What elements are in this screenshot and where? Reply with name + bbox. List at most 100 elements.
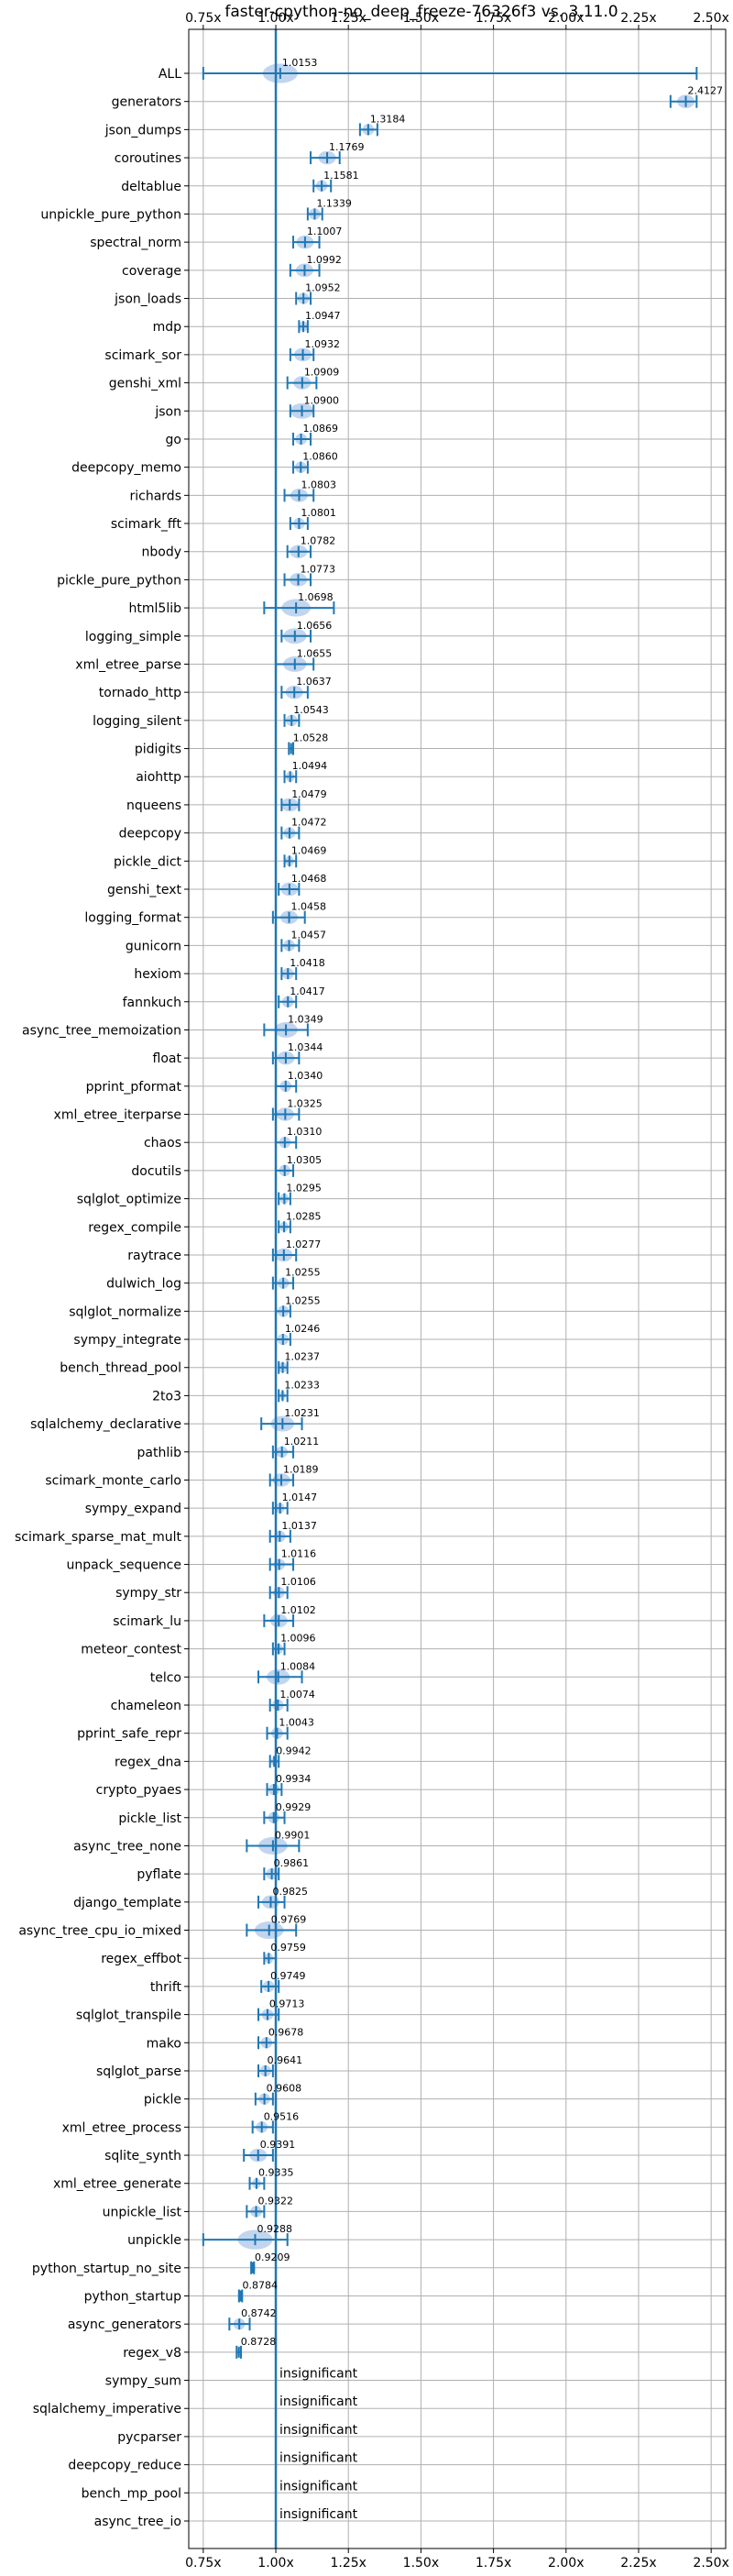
data-label-1: 2.4127 bbox=[688, 85, 724, 97]
category-label-33: fannkuch bbox=[123, 996, 181, 1010]
data-label-70: 0.9678 bbox=[268, 2026, 304, 2038]
data-label-16: 1.0801 bbox=[301, 507, 336, 519]
category-label-52: scimark_sparse_mat_mult bbox=[15, 1530, 181, 1545]
category-label-17: nbody bbox=[142, 545, 182, 560]
data-label-81: 0.8728 bbox=[241, 2336, 277, 2348]
data-label-46: 1.0237 bbox=[285, 1351, 321, 1363]
data-label-45: 1.0246 bbox=[285, 1323, 321, 1335]
data-label-59: 1.0043 bbox=[279, 1717, 314, 1729]
category-label-78: python_startup_no_site bbox=[32, 2262, 181, 2276]
category-label-5: unpickle_pure_python bbox=[40, 207, 181, 222]
category-label-42: raytrace bbox=[127, 1249, 181, 1263]
category-label-68: thrift bbox=[150, 1980, 182, 1995]
category-label-26: nqueens bbox=[126, 798, 181, 813]
data-label-21: 1.0655 bbox=[297, 647, 333, 659]
category-label-47: 2to3 bbox=[152, 1389, 181, 1404]
x-tick-label-bottom-1: 1.00x bbox=[257, 2556, 293, 2570]
data-label-19: 1.0698 bbox=[298, 591, 334, 603]
category-label-51: sympy_expand bbox=[85, 1502, 181, 1516]
data-label-72: 0.9608 bbox=[267, 2083, 302, 2095]
data-label-12: 1.0900 bbox=[304, 394, 340, 406]
category-label-6: spectral_norm bbox=[90, 236, 181, 250]
category-label-34: async_tree_memoization bbox=[22, 1023, 181, 1038]
data-label-37: 1.0325 bbox=[287, 1098, 323, 1110]
category-label-63: async_tree_none bbox=[73, 1839, 181, 1854]
data-label-40: 1.0295 bbox=[286, 1183, 322, 1194]
category-label-73: xml_etree_process bbox=[62, 2120, 181, 2135]
data-label-36: 1.0340 bbox=[288, 1070, 323, 1082]
data-label-18: 1.0773 bbox=[301, 563, 336, 575]
category-label-22: tornado_http bbox=[99, 686, 181, 700]
category-label-57: telco bbox=[150, 1670, 181, 1685]
category-label-21: xml_etree_parse bbox=[75, 657, 181, 672]
data-label-5: 1.1339 bbox=[316, 197, 352, 209]
data-label-9: 1.0947 bbox=[305, 310, 341, 322]
category-label-71: sqlglot_parse bbox=[96, 2064, 181, 2079]
category-label-31: gunicorn bbox=[126, 939, 181, 953]
data-label-74: 0.9391 bbox=[260, 2139, 296, 2151]
data-label-7: 1.0992 bbox=[306, 254, 342, 266]
category-label-12: json bbox=[154, 404, 181, 419]
category-label-50: scimark_monte_carlo bbox=[45, 1473, 181, 1488]
category-label-16: scimark_fft bbox=[111, 517, 182, 532]
category-label-0: ALL bbox=[159, 67, 181, 82]
category-label-83: sqlalchemy_imperative bbox=[33, 2402, 181, 2416]
category-label-43: dulwich_log bbox=[106, 1277, 181, 1292]
category-label-27: deepcopy bbox=[119, 827, 181, 842]
category-label-29: genshi_text bbox=[107, 883, 182, 897]
category-label-44: sqlglot_normalize bbox=[69, 1305, 181, 1319]
data-label-58: 1.0074 bbox=[279, 1689, 315, 1701]
data-label-73: 0.9516 bbox=[264, 2110, 300, 2122]
data-label-2: 1.3184 bbox=[370, 113, 406, 125]
data-label-78: 0.9209 bbox=[255, 2251, 290, 2263]
data-label-8: 1.0952 bbox=[305, 282, 341, 294]
data-label-29: 1.0468 bbox=[291, 873, 327, 885]
category-label-60: regex_dna bbox=[115, 1755, 181, 1769]
category-label-40: sqlglot_optimize bbox=[77, 1193, 181, 1207]
x-tick-label-top-4: 1.75x bbox=[476, 11, 511, 26]
y-axis-labels: ALL generators json_dumps coroutines deltabl… bbox=[15, 67, 189, 2529]
category-label-4: deltablue bbox=[121, 180, 181, 194]
category-label-45: sympy_integrate bbox=[73, 1333, 181, 1348]
data-label-24: 1.0528 bbox=[293, 732, 329, 744]
data-label-20: 1.0656 bbox=[297, 620, 333, 632]
category-label-75: xml_etree_generate bbox=[53, 2177, 181, 2192]
x-tick-label-top-5: 2.00x bbox=[548, 11, 584, 26]
data-label-41: 1.0285 bbox=[286, 1210, 322, 1222]
data-label-39: 1.0305 bbox=[287, 1154, 323, 1166]
category-label-59: pprint_safe_repr bbox=[77, 1727, 181, 1742]
data-label-76: 0.9322 bbox=[258, 2195, 294, 2207]
category-label-32: hexiom bbox=[134, 967, 181, 982]
data-label-0: 1.0153 bbox=[282, 57, 318, 69]
insignificant-label-86: insignificant bbox=[279, 2479, 358, 2493]
chart-title: faster-cpython-no_deep_freeze-76326f3 vs… bbox=[224, 3, 618, 21]
data-label-3: 1.1769 bbox=[329, 141, 365, 153]
data-label-57: 1.0084 bbox=[280, 1660, 316, 1672]
data-label-80: 0.8742 bbox=[241, 2307, 277, 2319]
data-label-14: 1.0860 bbox=[302, 451, 338, 463]
data-label-71: 0.9641 bbox=[268, 2054, 303, 2066]
data-label-28: 1.0469 bbox=[291, 844, 327, 856]
category-label-46: bench_thread_pool bbox=[60, 1361, 181, 1376]
x-tick-label-top-1: 1.00x bbox=[257, 11, 293, 26]
category-label-36: pprint_pformat bbox=[86, 1080, 182, 1095]
category-label-55: scimark_lu bbox=[113, 1614, 181, 1629]
category-label-38: chaos bbox=[144, 1136, 181, 1150]
data-label-33: 1.0417 bbox=[290, 985, 325, 997]
category-label-53: unpack_sequence bbox=[67, 1558, 181, 1573]
data-label-61: 0.9934 bbox=[276, 1773, 312, 1785]
category-label-9: mdp bbox=[153, 320, 182, 335]
insignificant-label-84: insignificant bbox=[279, 2423, 358, 2438]
data-label-35: 1.0344 bbox=[288, 1041, 323, 1053]
category-label-1: generators bbox=[112, 95, 181, 110]
category-label-62: pickle_list bbox=[118, 1811, 181, 1826]
data-label-54: 1.0106 bbox=[280, 1576, 316, 1588]
category-label-20: logging_simple bbox=[85, 630, 181, 644]
data-label-55: 1.0102 bbox=[280, 1604, 316, 1616]
x-tick-label-top-3: 1.50x bbox=[403, 11, 439, 26]
category-label-30: logging_format bbox=[84, 911, 181, 926]
category-label-10: scimark_sor bbox=[104, 348, 181, 363]
data-label-38: 1.0310 bbox=[287, 1126, 323, 1138]
insignificant-label-82: insignificant bbox=[279, 2367, 358, 2382]
